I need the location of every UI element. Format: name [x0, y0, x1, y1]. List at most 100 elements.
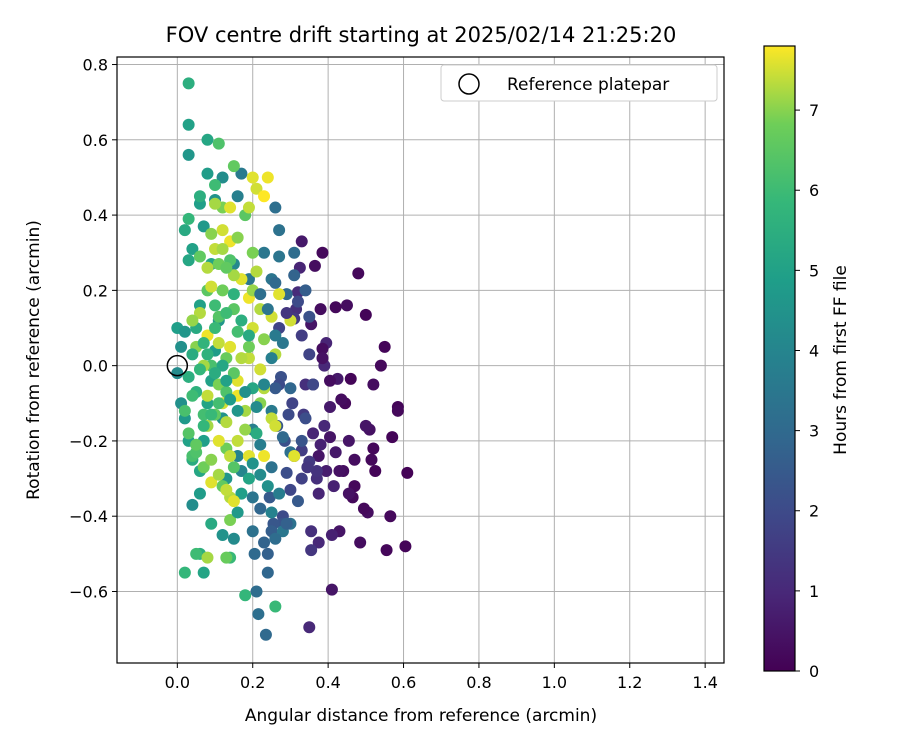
data-point	[193, 363, 206, 376]
data-point	[220, 416, 233, 429]
data-point	[299, 412, 312, 425]
data-point	[227, 367, 240, 380]
data-point	[254, 288, 267, 301]
data-point	[242, 329, 255, 342]
data-point	[250, 401, 263, 414]
data-point	[325, 529, 338, 542]
data-point	[246, 171, 259, 184]
data-point	[182, 370, 195, 383]
data-point	[359, 419, 372, 432]
data-point	[258, 190, 271, 203]
data-point	[231, 506, 244, 519]
data-point	[374, 359, 387, 372]
data-point	[212, 137, 225, 150]
colorbar: 0 1 2 3 4 5 6 7 Hours from first FF file	[763, 45, 851, 681]
data-point	[301, 461, 314, 474]
data-point	[288, 449, 301, 462]
data-point	[186, 242, 199, 255]
data-point	[261, 547, 274, 560]
data-point	[307, 378, 320, 391]
data-point	[201, 389, 214, 402]
data-point	[197, 419, 210, 432]
data-point	[261, 171, 274, 184]
data-point	[333, 465, 346, 478]
colorbar-ticks: 0 1 2 3 4 5 6 7	[795, 101, 819, 681]
x-tick-label: 0.8	[466, 673, 491, 692]
data-point	[209, 197, 222, 210]
data-point	[354, 536, 367, 549]
data-point	[335, 393, 348, 406]
data-point	[197, 566, 210, 579]
data-point	[352, 267, 365, 280]
data-point	[295, 235, 308, 248]
data-point	[182, 77, 195, 90]
x-tick-label: 1.2	[617, 673, 642, 692]
data-point	[231, 231, 244, 244]
data-point	[248, 547, 261, 560]
colorbar-tick-label: 0	[809, 662, 819, 681]
data-point	[324, 374, 337, 387]
data-point	[258, 378, 271, 391]
data-point	[329, 301, 342, 314]
y-axis-ticks: −0.6 −0.4 −0.2 0.0 0.2 0.4 0.6 0.8	[69, 56, 117, 601]
data-point	[369, 465, 382, 478]
data-point	[295, 329, 308, 342]
legend-label: Reference platepar	[507, 75, 669, 95]
data-point	[220, 551, 233, 564]
data-point	[380, 544, 393, 557]
data-point	[186, 498, 199, 511]
data-point	[205, 408, 218, 421]
y-tick-label: 0.4	[83, 206, 108, 225]
data-point	[209, 178, 222, 191]
data-point	[224, 201, 237, 214]
data-point	[246, 491, 259, 504]
data-point	[182, 148, 195, 161]
colorbar-tick-label: 1	[809, 582, 819, 601]
x-tick-label: 0.4	[315, 673, 340, 692]
data-point	[259, 628, 272, 641]
data-point	[303, 310, 316, 323]
y-tick-label: −0.6	[69, 582, 108, 601]
data-point	[269, 532, 282, 545]
data-point	[178, 325, 191, 338]
data-point	[242, 201, 255, 214]
data-point	[320, 465, 333, 478]
data-point	[299, 284, 312, 297]
data-point	[216, 242, 229, 255]
data-point	[239, 385, 252, 398]
y-tick-label: 0.0	[83, 357, 108, 376]
data-point	[216, 284, 229, 297]
data-point	[273, 487, 286, 500]
colorbar-tick-label: 3	[809, 422, 819, 441]
data-point	[220, 306, 233, 319]
data-point	[310, 465, 323, 478]
data-point	[280, 306, 293, 319]
data-point	[201, 348, 214, 361]
data-point	[216, 224, 229, 237]
data-point	[227, 269, 240, 282]
data-point	[201, 261, 214, 274]
data-point	[193, 487, 206, 500]
data-point	[231, 190, 244, 203]
colorbar-tick-label: 7	[809, 101, 819, 120]
data-point	[205, 476, 218, 489]
data-point	[254, 438, 267, 451]
chart-title: FOV centre drift starting at 2025/02/14 …	[166, 23, 677, 47]
data-point	[312, 487, 325, 500]
data-point	[231, 325, 244, 338]
data-point	[209, 322, 222, 335]
reference-platepar-marker	[166, 354, 189, 377]
data-point	[312, 536, 325, 549]
data-point	[235, 314, 248, 327]
data-point	[261, 480, 274, 493]
legend: Reference platepar	[440, 64, 718, 102]
data-point	[254, 363, 267, 376]
y-axis-label: Rotation from reference (arcmin)	[24, 220, 44, 500]
data-point	[250, 182, 263, 195]
data-point	[340, 299, 353, 312]
data-point	[193, 250, 206, 263]
data-point	[401, 466, 414, 479]
data-point	[261, 566, 274, 579]
data-point	[246, 246, 259, 259]
data-point	[265, 461, 278, 474]
